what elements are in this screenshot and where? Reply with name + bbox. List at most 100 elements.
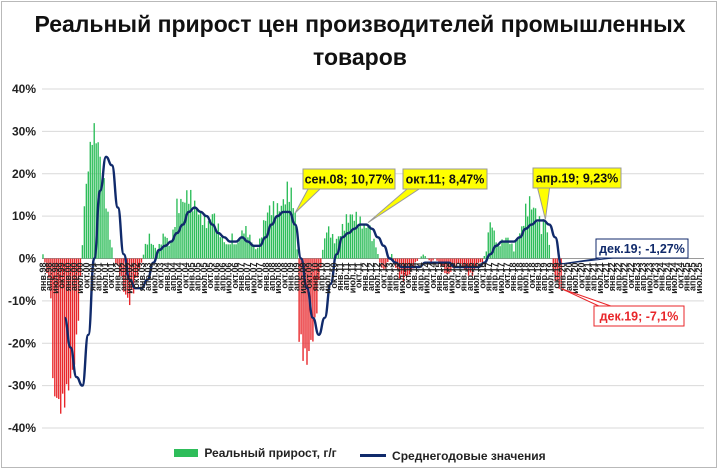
bar [144, 243, 147, 259]
x-tick-label: июл.08 [273, 263, 283, 294]
x-tick-label: янв.10 [310, 263, 320, 292]
x-tick-label: янв.15 [434, 263, 444, 292]
bar [203, 213, 206, 259]
bar [402, 258, 405, 283]
x-tick-label: апр.07 [242, 263, 252, 291]
callout-box [595, 238, 689, 259]
bar [377, 254, 379, 259]
x-tick-label: янв.03 [137, 263, 147, 292]
bar [505, 237, 507, 259]
bar [536, 222, 539, 259]
bar [89, 141, 91, 259]
bar [284, 204, 287, 259]
x-tick-label: апр.24 [663, 263, 673, 291]
bar [558, 258, 560, 289]
bar [333, 243, 336, 259]
callout: дек.19; -7,1% [560, 288, 685, 327]
legend-item-bars: Реальный прирост, г/г [174, 446, 337, 460]
bar [166, 237, 168, 259]
y-tick-label: -30% [8, 379, 36, 393]
bar [276, 203, 279, 259]
bar [192, 211, 194, 259]
bar [452, 258, 454, 268]
x-tick-label: июл.16 [471, 263, 481, 294]
bar [554, 258, 556, 281]
bar [125, 258, 127, 295]
bar [432, 258, 434, 261]
bar [194, 200, 196, 259]
bar [270, 215, 273, 259]
legend: Реальный прирост, г/г Среднегодовые знач… [0, 446, 720, 463]
bar [523, 225, 525, 259]
bar [428, 258, 430, 261]
bar [71, 258, 74, 370]
bar [507, 237, 509, 259]
bar [341, 223, 344, 259]
bar [459, 258, 462, 265]
bar [511, 243, 513, 259]
bar [477, 258, 480, 263]
bar [532, 207, 535, 259]
bar [351, 214, 354, 259]
bar [430, 258, 432, 264]
bar [345, 214, 348, 259]
x-tick-label: июл.98 [50, 263, 60, 294]
x-tick-label: окт.04 [180, 263, 190, 289]
bar [152, 244, 155, 259]
bar [375, 247, 377, 259]
bar [239, 237, 241, 259]
x-tick-label: апр.00 [69, 263, 79, 291]
bar [123, 258, 125, 292]
bar [61, 258, 64, 394]
y-tick-label: -10% [8, 294, 36, 308]
bar [105, 208, 107, 259]
bar [544, 222, 547, 259]
bar [54, 258, 56, 397]
bar [369, 225, 371, 259]
x-tick-label: апр.25 [688, 263, 698, 291]
bar [304, 258, 306, 349]
bar [52, 258, 54, 379]
x-tick-label: апр.04 [168, 263, 178, 291]
bar [50, 258, 52, 299]
x-tick-label: апр.01 [94, 263, 104, 291]
bar [207, 221, 210, 259]
x-tick-label: янв.05 [187, 263, 197, 292]
bar [499, 246, 501, 259]
callout-pointer [536, 187, 551, 220]
x-tick-label: янв.22 [607, 263, 617, 292]
bar [58, 258, 60, 400]
callout-box [402, 168, 488, 190]
x-tick-label: окт.11 [354, 263, 364, 289]
x-tick-label: окт.01 [106, 263, 116, 289]
bar [60, 258, 62, 414]
bar [85, 183, 88, 259]
y-tick-label: 40% [12, 82, 36, 96]
bar [42, 254, 44, 259]
x-tick-label: апр.19 [539, 263, 549, 291]
annotations: сен.08; 10,77% окт.11; 8,47% апр.19; 9,23%… [294, 167, 689, 327]
bar [111, 247, 113, 259]
bar [79, 258, 82, 277]
bar [93, 123, 95, 259]
bar [130, 258, 133, 289]
legend-line-label: Среднегодовые значения [392, 448, 546, 463]
bar [209, 219, 212, 259]
bar [310, 258, 312, 340]
x-tick-label: апр.18 [514, 263, 524, 291]
bar [410, 258, 413, 270]
bar [320, 258, 322, 268]
y-axis-ticks: 40% 30% 20% 10% 0% -10% -20% -30% -40% [8, 82, 36, 435]
legend-line-swatch [360, 454, 387, 457]
bar [288, 201, 290, 259]
bar [497, 243, 499, 259]
callout-label: сен.08; 10,77% [305, 173, 394, 187]
callout-label: апр.19; 9,23% [536, 172, 619, 186]
x-tick-label: апр.13 [391, 263, 401, 291]
bar [99, 156, 101, 259]
bar [365, 227, 367, 259]
x-tick-label: июл.20 [570, 263, 580, 294]
x-tick-label: янв.24 [657, 263, 667, 292]
bar [160, 244, 162, 259]
bar [371, 241, 373, 259]
